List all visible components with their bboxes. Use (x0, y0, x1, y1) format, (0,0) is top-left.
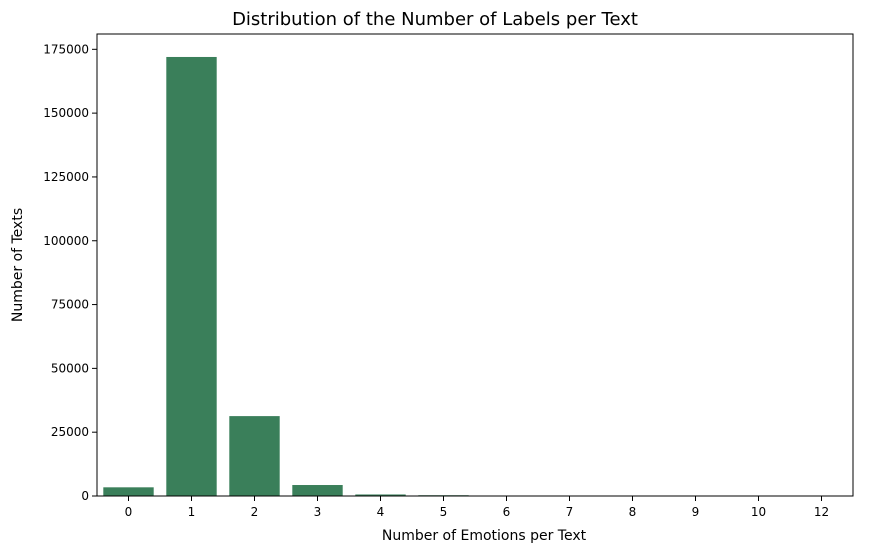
y-tick-label-75000: 75000 (51, 298, 89, 312)
x-tick-label-4: 4 (377, 505, 385, 519)
bar-1 (166, 56, 217, 496)
x-tick-label-3: 3 (314, 505, 322, 519)
x-tick-label-10: 10 (751, 505, 766, 519)
x-tick-label-12: 12 (814, 505, 829, 519)
y-tick-label-125000: 125000 (43, 170, 89, 184)
x-tick-label-2: 2 (251, 505, 259, 519)
bars-group (103, 56, 847, 496)
x-tick-label-9: 9 (692, 505, 700, 519)
y-tick-label-0: 0 (81, 489, 89, 503)
y-axis-ticks: 0 25000 50000 75000 100000 125000 150000 175000 (43, 42, 97, 503)
y-tick-label-100000: 100000 (43, 234, 89, 248)
y-tick-label-25000: 25000 (51, 425, 89, 439)
bar-3 (292, 485, 343, 496)
x-tick-label-7: 7 (566, 505, 574, 519)
x-tick-label-1: 1 (188, 505, 196, 519)
bar-4 (355, 494, 406, 496)
y-tick-label-150000: 150000 (43, 106, 89, 120)
x-tick-label-6: 6 (503, 505, 511, 519)
y-tick-label-175000: 175000 (43, 42, 89, 56)
x-tick-label-8: 8 (629, 505, 637, 519)
bar-0 (103, 487, 154, 496)
x-axis-ticks: 0 1 2 3 4 5 6 7 8 9 10 12 (125, 496, 829, 519)
chart-title: Distribution of the Number of Labels per… (232, 9, 638, 30)
y-tick-label-50000: 50000 (51, 361, 89, 375)
bar-2 (229, 416, 280, 496)
x-axis-label: Number of Emotions per Text (382, 528, 587, 544)
plot-frame (96, 33, 854, 497)
x-tick-label-0: 0 (125, 505, 133, 519)
y-axis-label: Number of Texts (10, 208, 26, 322)
x-tick-label-5: 5 (440, 505, 448, 519)
